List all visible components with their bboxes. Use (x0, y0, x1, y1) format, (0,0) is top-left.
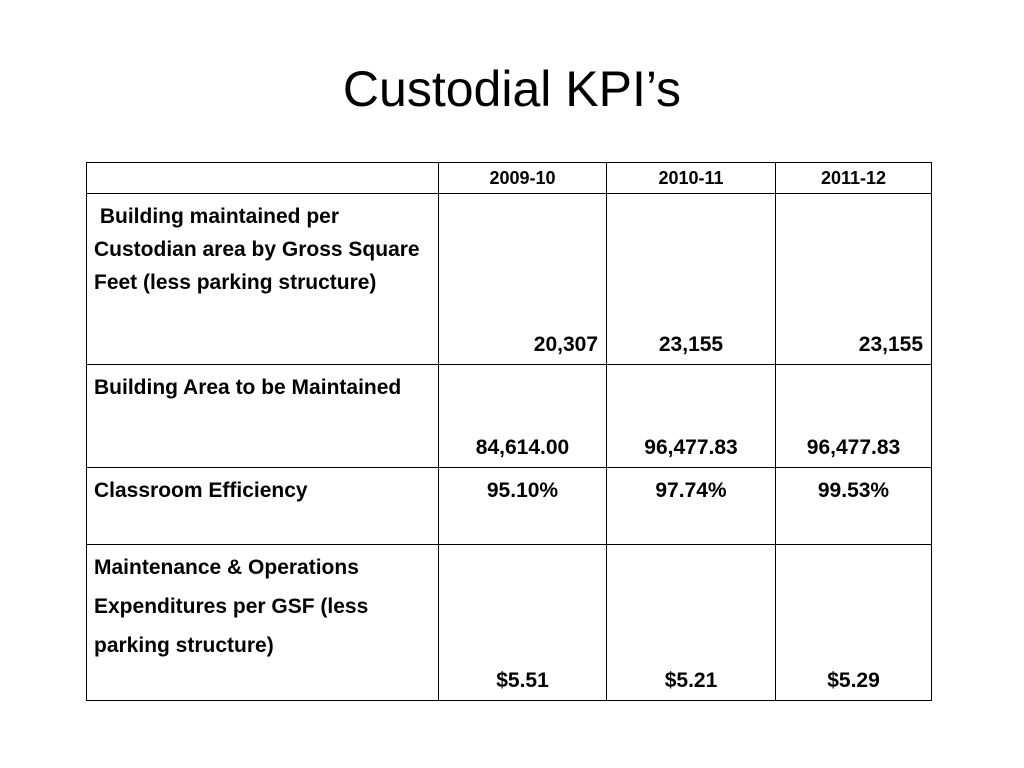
row-value: 20,307 (438, 193, 607, 365)
table-row: Maintenance & Operations Expenditures pe… (86, 544, 932, 701)
kpi-table: 2009-10 2010-11 2011-12 Building maintai… (86, 162, 932, 701)
row-label: Classroom Efficiency (86, 467, 439, 545)
table-row: Building Area to be Maintained 84,614.00… (86, 364, 932, 468)
slide-title: Custodial KPI’s (342, 61, 682, 117)
row-value: $5.51 (438, 544, 607, 701)
header-corner-cell (86, 162, 439, 194)
row-label: Building maintained per Custodian area b… (86, 193, 439, 365)
table-row: Building maintained per Custodian area b… (86, 193, 932, 365)
header-year: 2010-11 (606, 162, 776, 194)
row-value: $5.29 (775, 544, 932, 701)
table-row: Classroom Efficiency 95.10% 97.74% 99.53… (86, 467, 932, 545)
row-value: 97.74% (606, 467, 776, 545)
row-value: 95.10% (438, 467, 607, 545)
row-label: Maintenance & Operations Expenditures pe… (86, 544, 439, 701)
row-value: 99.53% (775, 467, 932, 545)
row-value: 23,155 (775, 193, 932, 365)
row-value: 84,614.00 (438, 364, 607, 468)
row-value: 96,477.83 (606, 364, 776, 468)
row-label: Building Area to be Maintained (86, 364, 439, 468)
table-header-row: 2009-10 2010-11 2011-12 (86, 162, 932, 194)
row-value: 23,155 (606, 193, 776, 365)
row-value: $5.21 (606, 544, 776, 701)
header-year: 2009-10 (438, 162, 607, 194)
row-value: 96,477.83 (775, 364, 932, 468)
header-year: 2011-12 (775, 162, 932, 194)
